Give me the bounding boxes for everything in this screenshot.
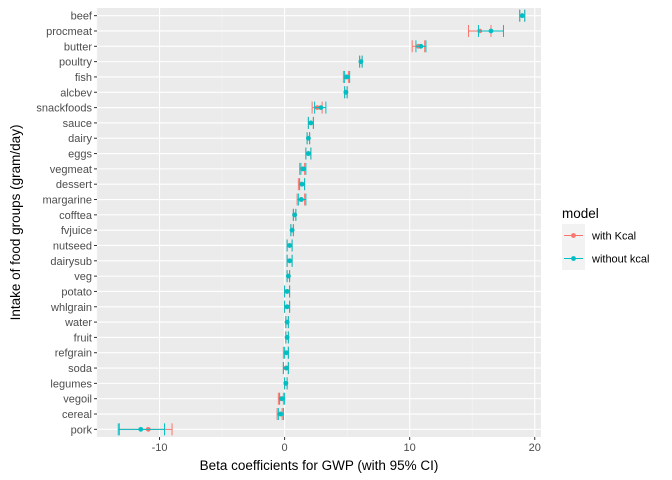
y-tick-label: dessert	[56, 179, 92, 191]
y-axis-ticks: beef procmeat butter poultry fish alcbev snack…	[36, 11, 97, 436]
point-estimate	[519, 13, 525, 19]
point-estimate	[285, 273, 291, 279]
x-axis-ticks: -10 0 10 20	[152, 437, 541, 454]
point-estimate	[278, 411, 284, 417]
y-tick-label: pork	[71, 424, 93, 436]
legend: model with Kcal without kcal	[562, 206, 649, 270]
y-tick-label: refgrain	[55, 348, 92, 360]
y-tick-label: nutseed	[53, 240, 92, 252]
x-tick-label: -10	[152, 442, 168, 454]
point-estimate	[299, 197, 304, 202]
minor-gridlines	[96, 8, 473, 437]
y-tick-label: vegoil	[63, 394, 92, 406]
point-estimate	[305, 151, 311, 156]
point-estimate	[358, 59, 364, 65]
y-tick-label: vegmeat	[50, 164, 92, 176]
point-estimate	[287, 258, 293, 264]
y-tick-label: poultry	[59, 57, 93, 69]
point-estimate	[284, 335, 290, 340]
point-estimate	[300, 166, 306, 172]
y-tick-label: dairysub	[50, 256, 92, 268]
point-estimate	[283, 380, 289, 386]
y-tick-label: alcbev	[60, 87, 92, 99]
legend-items: with Kcal without kcal	[562, 224, 649, 270]
y-tick-label: legumes	[50, 378, 92, 390]
point-estimate	[284, 365, 289, 371]
series-without-kcal	[117, 9, 526, 436]
point-estimate	[418, 43, 424, 49]
legend-label: without kcal	[591, 254, 649, 266]
point-estimate	[308, 120, 314, 126]
point-estimate	[287, 243, 293, 248]
y-tick-label: butter	[64, 41, 92, 53]
point-estimate	[279, 396, 285, 402]
y-tick-label: dairy	[68, 133, 92, 145]
y-tick-label: eggs	[68, 149, 92, 161]
y-tick-label: cofftea	[59, 210, 93, 222]
y-tick-label: fruit	[74, 332, 92, 344]
legend-key-point	[571, 233, 576, 238]
point-estimate	[292, 212, 298, 218]
point-estimate	[284, 304, 290, 310]
y-tick-label: fish	[75, 72, 92, 84]
y-tick-label: potato	[61, 286, 92, 298]
plot-panel	[97, 8, 541, 437]
y-tick-label: beef	[71, 11, 93, 23]
y-tick-label: fvjuice	[61, 225, 92, 237]
y-tick-label: margarine	[42, 195, 92, 207]
point-estimate	[344, 74, 350, 80]
legend-key-point	[571, 256, 576, 261]
y-tick-label: snackfoods	[36, 103, 92, 115]
y-tick-label: whlgrain	[50, 302, 92, 314]
point-estimate	[284, 289, 290, 294]
point-estimate	[299, 181, 305, 187]
point-estimate	[138, 426, 144, 432]
y-tick-label: water	[64, 317, 92, 329]
point-estimate	[343, 89, 349, 95]
legend-title: model	[562, 206, 599, 221]
point-estimate	[318, 105, 324, 110]
y-tick-label: sauce	[63, 118, 92, 130]
x-tick-label: 10	[404, 442, 416, 454]
point-estimate	[284, 319, 290, 325]
data-marks	[117, 9, 526, 436]
x-tick-label: 0	[282, 442, 288, 454]
x-axis-title: Beta coefficients for GWP (with 95% CI)	[200, 458, 439, 473]
y-tick-label: veg	[74, 271, 92, 283]
y-tick-label: cereal	[62, 409, 92, 421]
point-estimate	[289, 227, 295, 233]
y-axis-title: Intake of food groups (gram/day)	[8, 125, 23, 321]
point-estimate	[305, 135, 311, 141]
point-estimate	[284, 350, 289, 356]
point-estimate	[488, 28, 494, 34]
y-tick-label: soda	[68, 363, 93, 375]
x-tick-label: 20	[529, 442, 541, 454]
legend-label: with Kcal	[591, 231, 636, 243]
y-tick-label: procmeat	[46, 26, 92, 38]
